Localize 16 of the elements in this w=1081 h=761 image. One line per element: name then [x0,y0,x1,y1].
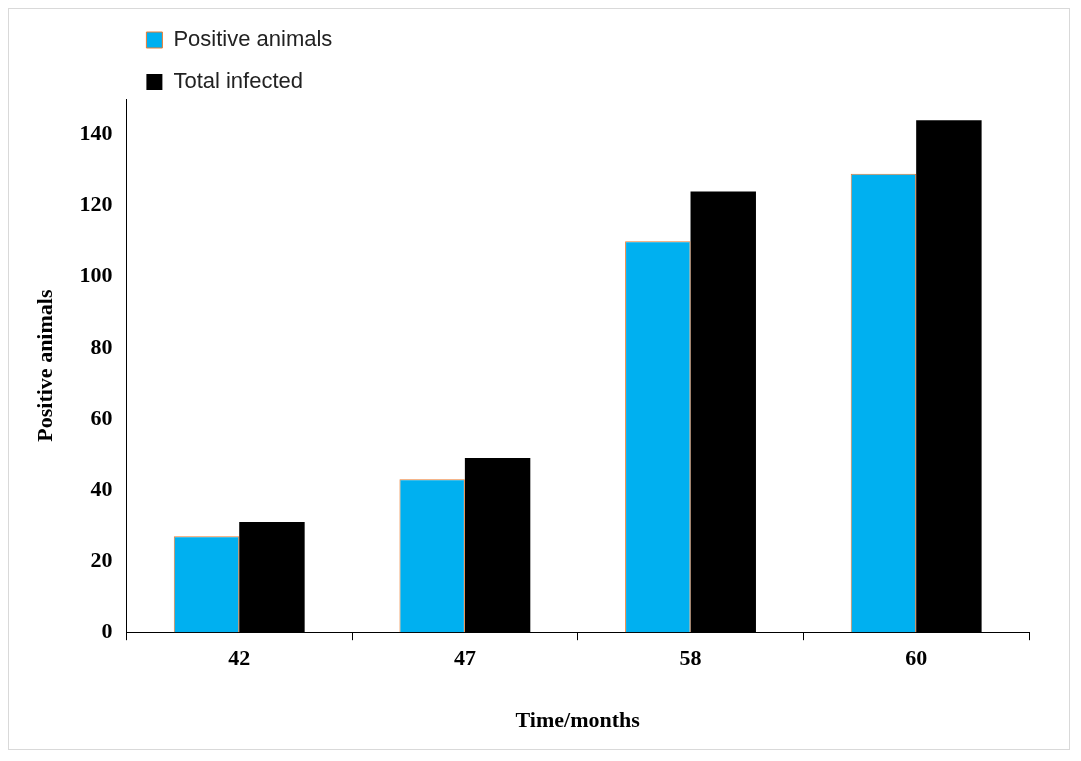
y-tick-label: 0 [101,617,113,643]
y-tick-label: 80 [90,333,113,359]
y-axis-title: Positive animals [31,289,57,442]
y-tick-label: 100 [79,262,113,288]
legend-label: Total infected [173,68,304,94]
y-tick-label: 40 [90,475,113,501]
x-tick-label: 42 [228,645,251,671]
x-axis-title: Time/months [515,707,641,733]
x-tick-label: 60 [905,645,928,671]
legend-label: Positive animals [173,26,333,52]
y-tick-label: 20 [90,546,113,572]
y-tick-label: 120 [79,191,113,217]
y-tick-label: 140 [79,120,113,146]
x-tick-label: 58 [679,645,702,671]
x-tick-label: 47 [453,645,476,671]
y-tick-label: 60 [90,404,113,430]
